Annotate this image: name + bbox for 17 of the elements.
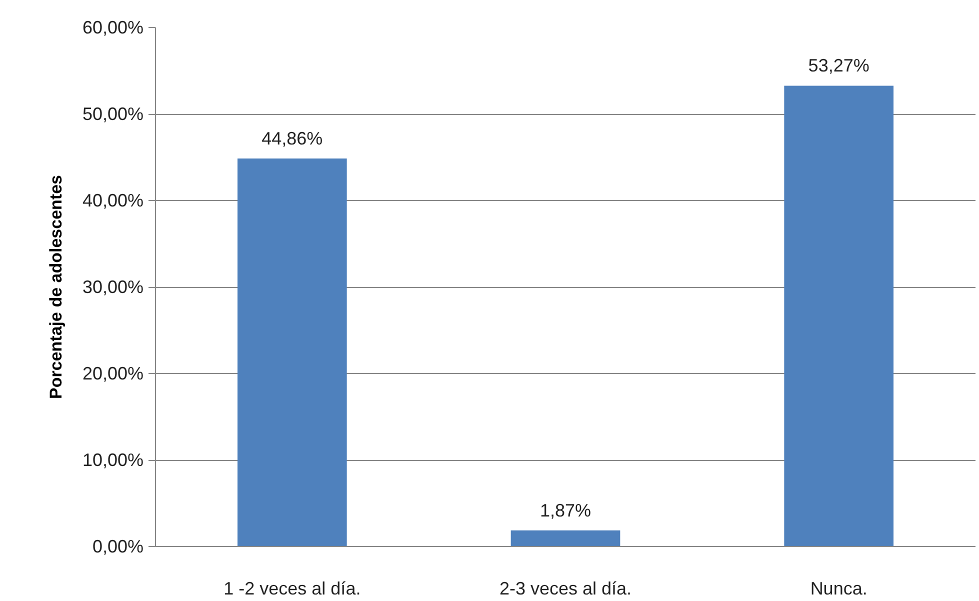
y-tick-label: 20,00% <box>82 364 144 384</box>
y-tick-label: 30,00% <box>82 277 144 297</box>
data-label: 44,86% <box>262 128 323 148</box>
data-label: 1,87% <box>540 500 592 520</box>
y-tick-label: 40,00% <box>82 190 144 210</box>
x-tick-label: 1 -2 veces al día. <box>224 578 361 598</box>
y-tick-label: 60,00% <box>82 18 144 38</box>
x-tick-label: Nunca. <box>810 578 868 598</box>
y-tick-label: 50,00% <box>82 104 144 124</box>
y-axis-title: Porcentaje de adolescentes <box>46 175 66 399</box>
y-tick-label: 0,00% <box>92 536 144 556</box>
bar <box>238 158 347 546</box>
data-label: 53,27% <box>808 56 870 76</box>
bar <box>784 86 894 546</box>
bar <box>510 530 620 546</box>
x-tick-label: 2-3 veces al día. <box>499 578 632 598</box>
y-tick-label: 10,00% <box>82 450 144 470</box>
